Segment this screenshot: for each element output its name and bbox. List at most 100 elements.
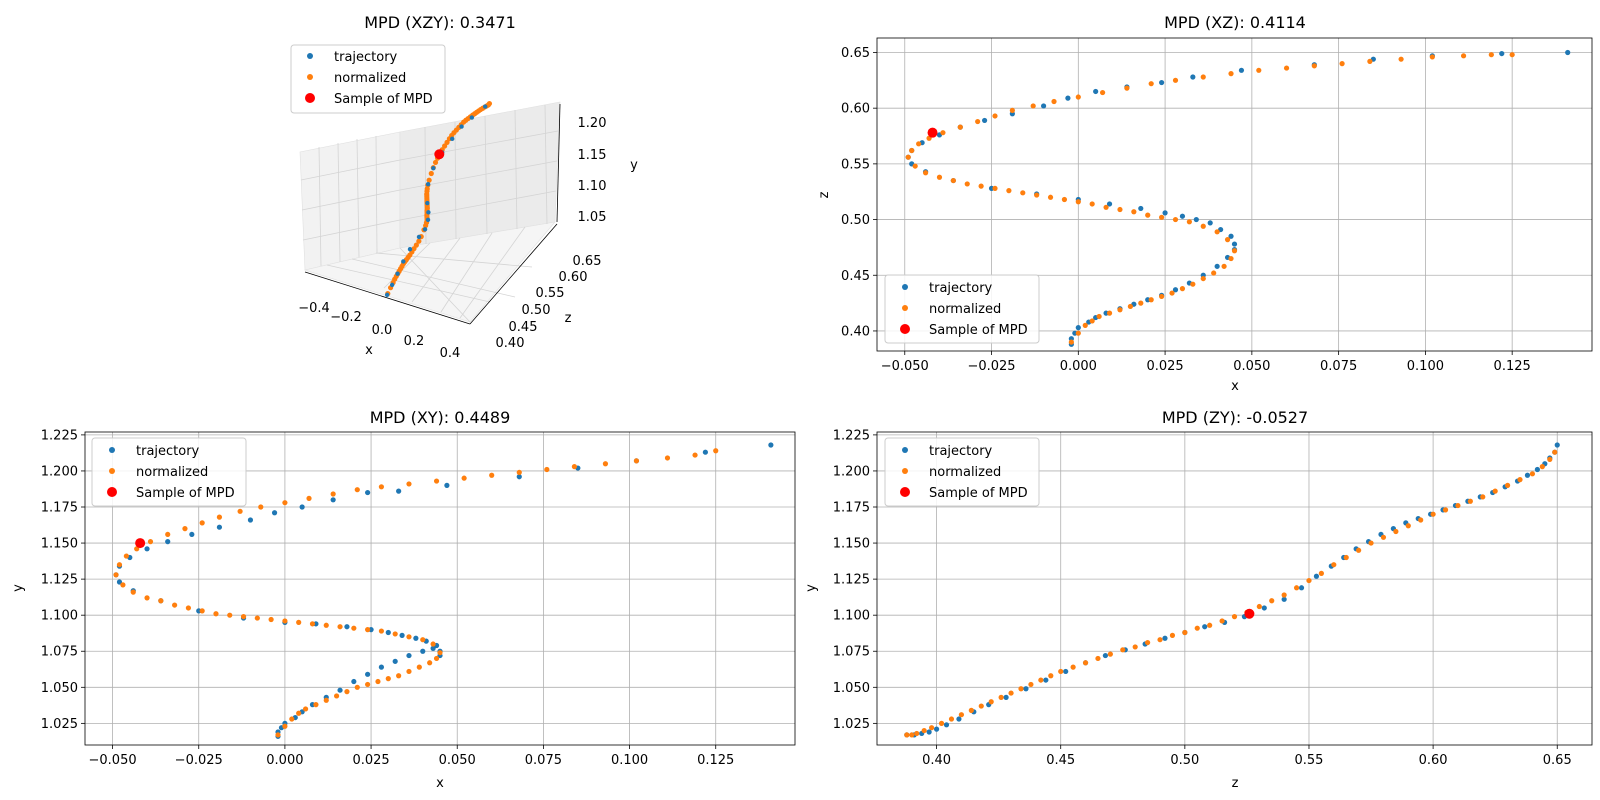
normalized-point <box>1148 297 1154 303</box>
normalized-point <box>461 475 467 481</box>
tick-label: 0.0 <box>372 323 393 338</box>
trajectory-point <box>271 510 278 516</box>
normalized-point <box>602 461 609 467</box>
normalized-point <box>147 539 154 545</box>
normalized-point <box>1480 494 1486 500</box>
normalized-point <box>1269 598 1275 604</box>
trajectory-point <box>144 546 150 552</box>
normalized-point <box>914 730 920 737</box>
normalized-point <box>254 615 260 621</box>
normalized-point <box>199 608 205 614</box>
normalized-point <box>936 174 943 180</box>
sample-of-mpd-point-3d <box>434 149 445 160</box>
chart-title: MPD (XZ): 0.4114 <box>1164 13 1306 32</box>
trajectory-point <box>1190 74 1196 80</box>
x-axis-label: z <box>1232 776 1239 791</box>
normalized-point-3d <box>442 143 448 149</box>
normalized-point <box>1172 77 1179 83</box>
chart-title: MPD (ZY): -0.0527 <box>1162 408 1308 427</box>
normalized-point <box>120 582 126 588</box>
trajectory-point <box>1499 50 1505 57</box>
normalized-point <box>1343 554 1349 561</box>
trajectory-point <box>1524 472 1531 478</box>
normalized-point <box>912 163 918 169</box>
trajectory-point-3d <box>469 115 475 120</box>
normalized-point <box>385 676 391 682</box>
y-axis-3d: 1.20 1.15 1.10 1.05 y <box>556 103 638 225</box>
normalized-point <box>313 702 319 708</box>
trajectory-point <box>1231 241 1238 247</box>
tick-label: 1.20 <box>578 116 607 131</box>
normalized-point <box>1539 464 1545 470</box>
normalized-point <box>378 484 385 490</box>
legend-marker-sample <box>107 487 117 497</box>
normalized-point <box>988 699 994 705</box>
normalized-point <box>957 124 963 130</box>
normalized-point <box>1200 275 1206 282</box>
y-tick-label: 0.65 <box>841 46 870 61</box>
trajectory-point <box>1106 201 1113 207</box>
normalized-point <box>437 650 443 656</box>
normalized-point-3d <box>416 238 422 244</box>
legend: trajectory normalized Sample of MPD <box>290 44 446 114</box>
y-ticks: 1.025 1.050 1.075 1.100 1.125 1.150 1.175 1.200… <box>833 428 877 732</box>
normalized-point <box>1120 647 1126 653</box>
legend-label-sample: Sample of MPD <box>334 92 433 107</box>
normalized-point <box>916 141 922 147</box>
normalized-point <box>309 621 316 627</box>
z-axis-3d: 0.40 0.45 0.50 0.55 0.60 0.65 z <box>469 223 601 351</box>
normalized-point <box>365 681 371 688</box>
legend-marker-sample <box>305 93 315 103</box>
tick-label: 0.2 <box>404 334 425 349</box>
y-tick-label: 0.40 <box>841 324 870 339</box>
chart-xz: MPD (XZ): 0.4114 −0.050 −0.025 0.000 0.025 0… <box>817 13 1593 394</box>
trajectory-point <box>1193 216 1199 223</box>
z-axis-label: z <box>565 311 572 326</box>
trajectory-point <box>1043 677 1049 683</box>
x-tick-label: −0.025 <box>175 753 223 768</box>
normalized-point <box>1048 673 1054 679</box>
normalized-point <box>921 727 927 734</box>
pane-floor <box>303 221 556 323</box>
trajectory-point-3d <box>449 136 455 142</box>
tick-label: −0.2 <box>330 310 362 325</box>
normalized-point <box>330 491 336 497</box>
normalized-point <box>1100 89 1106 96</box>
x-axis-label: x <box>365 343 373 358</box>
trajectory-point <box>926 729 932 735</box>
pane-back-left <box>299 131 401 271</box>
trajectory-point <box>1554 442 1560 448</box>
data-points <box>113 442 774 739</box>
normalized-point <box>1405 523 1411 529</box>
trajectory-point <box>1298 585 1305 591</box>
x-tick-label: 0.000 <box>266 753 303 768</box>
trajectory-point-3d <box>425 200 430 206</box>
tick-label: 1.15 <box>578 148 607 163</box>
normalized-point <box>1075 330 1081 336</box>
trajectory-point <box>1063 668 1069 675</box>
normalized-point <box>1020 190 1026 196</box>
normalized-point <box>1018 686 1024 692</box>
y-tick-label: 1.100 <box>41 609 78 624</box>
normalized-point <box>958 712 965 718</box>
normalized-point <box>1281 592 1287 598</box>
chart-title: MPD (XY): 0.4489 <box>370 408 511 427</box>
y-tick-label: 1.125 <box>41 573 78 588</box>
normalized-point <box>904 732 910 738</box>
trajectory-point <box>444 482 450 488</box>
normalized-point <box>1075 199 1081 205</box>
y-tick-label: 1.150 <box>833 537 870 552</box>
trajectory-point <box>702 449 708 455</box>
normalized-point <box>1169 632 1176 638</box>
normalized-point <box>406 481 412 487</box>
trajectory-point <box>396 488 402 494</box>
normalized-point <box>1159 214 1165 220</box>
trajectory-point <box>392 658 398 664</box>
legend-label-normalized: normalized <box>929 302 1001 317</box>
normalized-point <box>1095 655 1101 662</box>
normalized-point <box>948 716 955 722</box>
normalized-point <box>378 628 385 634</box>
legend-marker-normalized <box>902 468 908 474</box>
trajectory-point-3d <box>416 234 422 240</box>
